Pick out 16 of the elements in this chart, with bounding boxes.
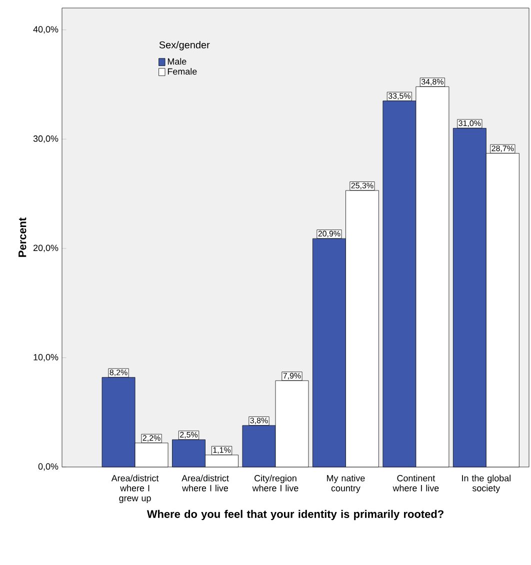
x-axis-title: Where do you feel that your identity is primarily rooted? <box>146 510 444 520</box>
y-tick-label: 40,0% <box>33 26 58 34</box>
x-tick-label: In the global society <box>462 474 510 494</box>
x-tick-label: Area/district where I live <box>182 474 229 492</box>
y-tick-label: 10,0% <box>34 354 58 362</box>
y-axis-title: Percent <box>18 218 26 257</box>
y-tick-label: 0,0% <box>38 463 58 471</box>
x-tick-label: Continent where I live <box>392 474 439 492</box>
x-tick-label: My native country <box>327 474 365 494</box>
legend-title: Sex/gender <box>159 41 210 50</box>
y-tick-label: 30,0% <box>33 135 58 143</box>
legend-label: Male <box>168 58 186 65</box>
y-tick-label: 20,0% <box>34 244 58 252</box>
x-tick-label: Area/district where I grew up <box>111 474 159 504</box>
x-tick-label: City/region where I live <box>252 474 298 492</box>
legend-label: Female <box>168 68 197 75</box>
